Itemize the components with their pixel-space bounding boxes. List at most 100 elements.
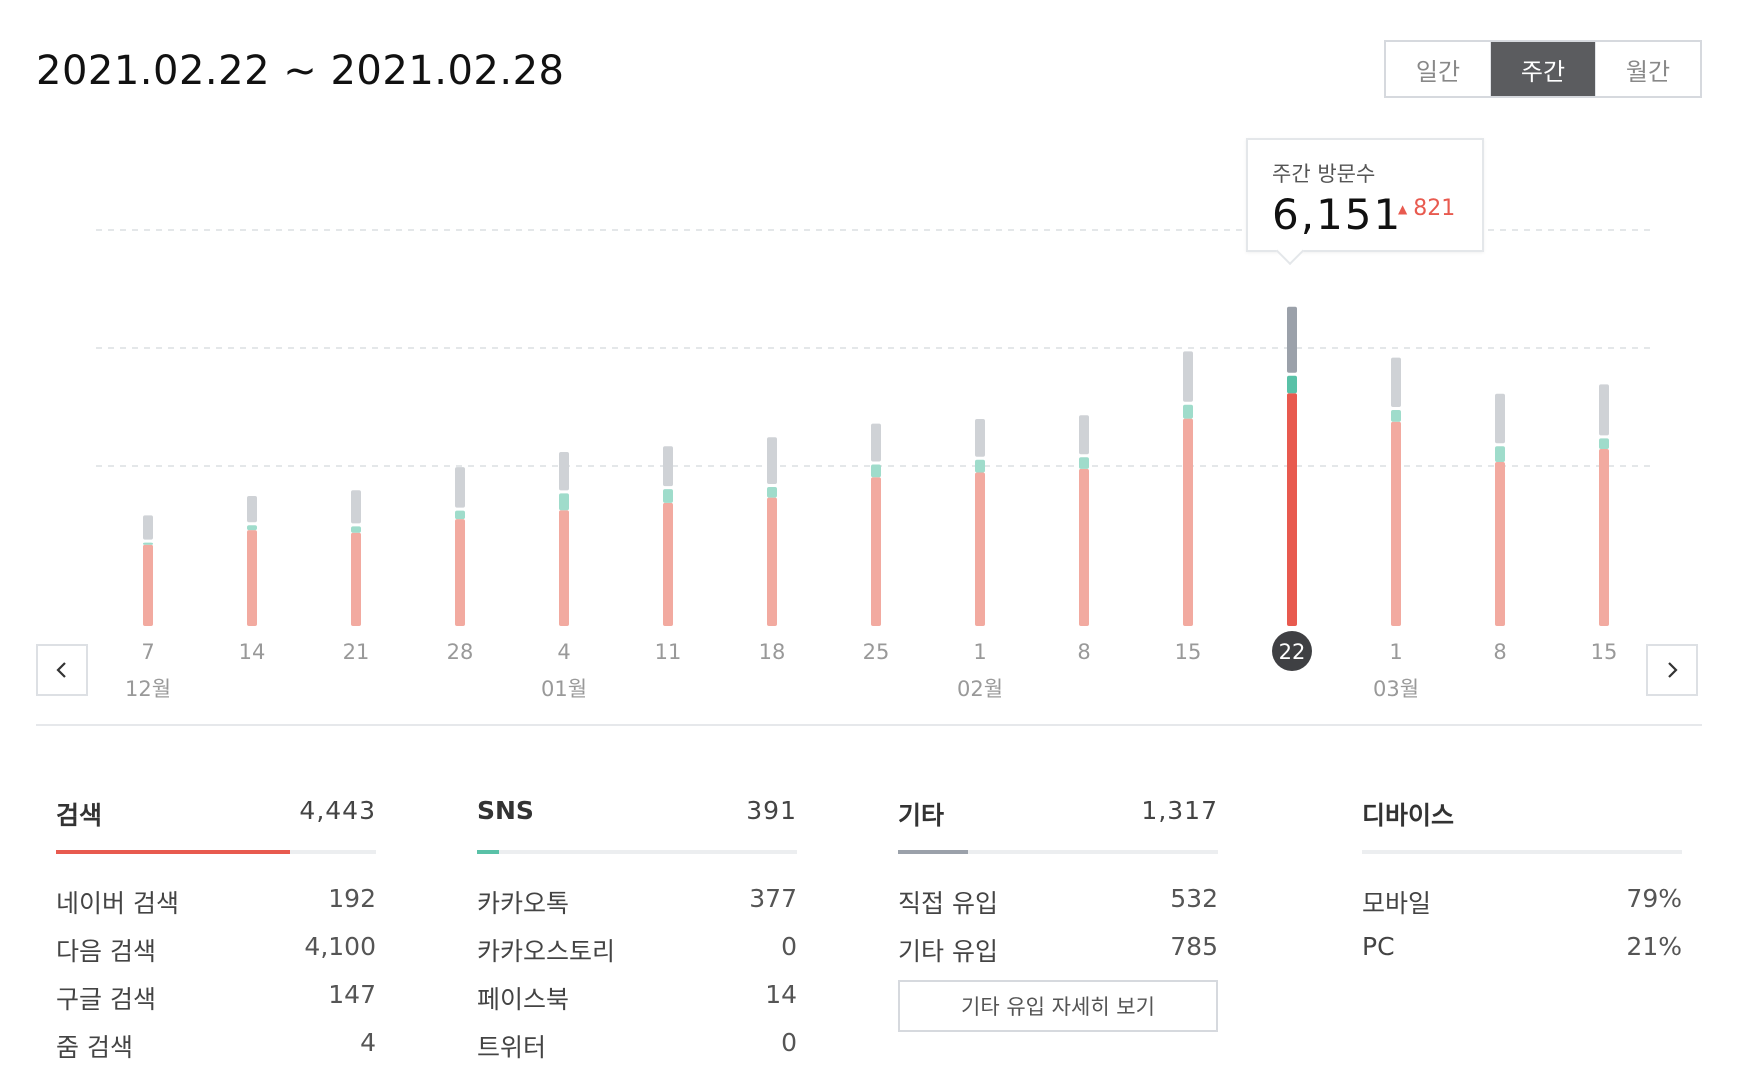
tick-label: 21 (343, 640, 370, 664)
list-item-label: 트위터 (477, 1033, 547, 1062)
list-item: PC 21% (1362, 924, 1682, 972)
bar-segment-other (767, 437, 777, 485)
tick-label: 8 (1493, 640, 1506, 664)
tick-label: 1 (1389, 640, 1402, 664)
list-item: 기타 유입 785 (898, 924, 1218, 972)
tick-label: 8 (1077, 640, 1090, 664)
bar-segment-search (1183, 418, 1193, 626)
list-item-label: 모바일 (1362, 889, 1432, 918)
list-item-value: 532 (1170, 884, 1218, 913)
stat-other-header: 기타 1,317 (898, 792, 1218, 832)
stat-device-header: 디바이스 (1362, 792, 1682, 832)
bar-segment-sns (1079, 457, 1089, 469)
tab-daily[interactable]: 일간 (1415, 57, 1461, 86)
bar-segment-search (975, 472, 985, 626)
chevron-left-icon (56, 662, 66, 678)
list-item-value: 4,100 (304, 932, 376, 961)
month-label: 03월 (1373, 677, 1419, 701)
bar-segment-sns (767, 487, 777, 498)
stat-search: 검색 4,443 네이버 검색 192 다음 검색 4,100 구글 검색 147 줌… (56, 792, 376, 1068)
bar-segment-other (1287, 306, 1297, 373)
bar-segment-other (143, 515, 153, 540)
bar-segment-sns (1495, 446, 1505, 463)
stat-sns-total: 391 (746, 796, 797, 825)
tick-label: 14 (239, 640, 266, 664)
next-period-button[interactable] (1646, 644, 1698, 696)
tick-label: 1 (973, 640, 986, 664)
list-item: 카카오스토리 0 (477, 924, 797, 972)
list-item: 트위터 0 (477, 1020, 797, 1068)
bar-segment-other (1183, 351, 1193, 402)
stat-search-bar (56, 850, 376, 854)
bar-segment-search (663, 502, 673, 626)
stat-device-bar (1362, 850, 1682, 854)
list-item-label: 다음 검색 (56, 937, 156, 966)
stat-other: 기타 1,317 직접 유입 532 기타 유입 785 기타 유입 자세히 보기 (898, 792, 1218, 1032)
stat-sns-bar (477, 850, 797, 854)
prev-period-button[interactable] (36, 644, 88, 696)
list-item: 모바일 79% (1362, 876, 1682, 924)
bar-segment-other (1391, 357, 1401, 408)
stat-search-header: 검색 4,443 (56, 792, 376, 832)
bar-segment-other (559, 451, 569, 491)
list-item-label: 페이스북 (477, 985, 570, 1014)
bar-segment-other (871, 423, 881, 462)
selected-week-badge (1272, 631, 1312, 671)
stat-other-bar (898, 850, 1218, 854)
stat-other-total: 1,317 (1141, 796, 1218, 825)
stat-sns-header: SNS 391 (477, 792, 797, 832)
stat-search-name: 검색 (56, 801, 103, 830)
range-title: 2021.02.22 ~ 2021.02.28 (36, 48, 565, 94)
month-label: 01월 (541, 677, 587, 701)
list-item-label: 네이버 검색 (56, 889, 179, 918)
bar-segment-other (455, 467, 465, 508)
list-item-value: 147 (328, 980, 376, 1009)
bar-segment-other (663, 446, 673, 487)
tooltip-change: ▲ 821 (1398, 196, 1455, 221)
other-detail-button[interactable]: 기타 유입 자세히 보기 (898, 980, 1218, 1032)
bar-segment-search (871, 477, 881, 626)
stat-other-bar-fill (898, 850, 969, 854)
triangle-up-icon: ▲ (1398, 201, 1408, 216)
list-item: 카카오톡 377 (477, 876, 797, 924)
list-item-label: 구글 검색 (56, 985, 156, 1014)
stat-sns: SNS 391 카카오톡 377 카카오스토리 0 페이스북 14 트위터 0 (477, 792, 797, 1068)
list-item-value: 785 (1170, 932, 1218, 961)
tooltip-label: 주간 방문수 (1272, 162, 1376, 186)
list-item-value: 377 (749, 884, 797, 913)
list-item: 페이스북 14 (477, 972, 797, 1020)
bar-segment-search (1287, 393, 1297, 626)
list-item-label: 카카오스토리 (477, 937, 616, 966)
tab-weekly[interactable]: 주간 (1490, 42, 1595, 96)
period-toggle: 일간 주간 월간 (1384, 40, 1702, 98)
stat-search-total: 4,443 (299, 796, 376, 825)
stat-device-name: 디바이스 (1362, 801, 1455, 830)
list-item-value: 79% (1626, 884, 1682, 913)
bar-segment-other (975, 418, 985, 457)
bar-segment-search (767, 497, 777, 626)
list-item-label: 직접 유입 (898, 889, 998, 918)
list-item-label: 카카오톡 (477, 889, 570, 918)
list-item: 직접 유입 532 (898, 876, 1218, 924)
section-divider (36, 724, 1702, 726)
bar-segment-sns (1391, 410, 1401, 422)
bar-segment-other (1079, 415, 1089, 455)
tick-label: 11 (655, 640, 682, 664)
bar-segment-other (247, 495, 257, 523)
chevron-right-icon (1668, 662, 1678, 678)
stat-sns-bar-fill (477, 850, 500, 854)
bar-segment-search (247, 530, 257, 626)
list-item-label: 기타 유입 (898, 937, 998, 966)
bar-segment-search (455, 519, 465, 626)
stat-other-name: 기타 (898, 801, 945, 830)
bar-segment-search (351, 532, 361, 626)
list-item: 구글 검색 147 (56, 972, 376, 1020)
tick-label: 28 (447, 640, 474, 664)
bar-segment-sns (1287, 375, 1297, 394)
list-item-label: PC (1362, 932, 1395, 961)
list-item-value: 14 (765, 980, 797, 1009)
stat-search-bar-fill (56, 850, 290, 854)
visit-tooltip: 주간 방문수 6,151 ▲ 821 (1246, 138, 1484, 266)
tab-monthly[interactable]: 월간 (1595, 42, 1700, 96)
